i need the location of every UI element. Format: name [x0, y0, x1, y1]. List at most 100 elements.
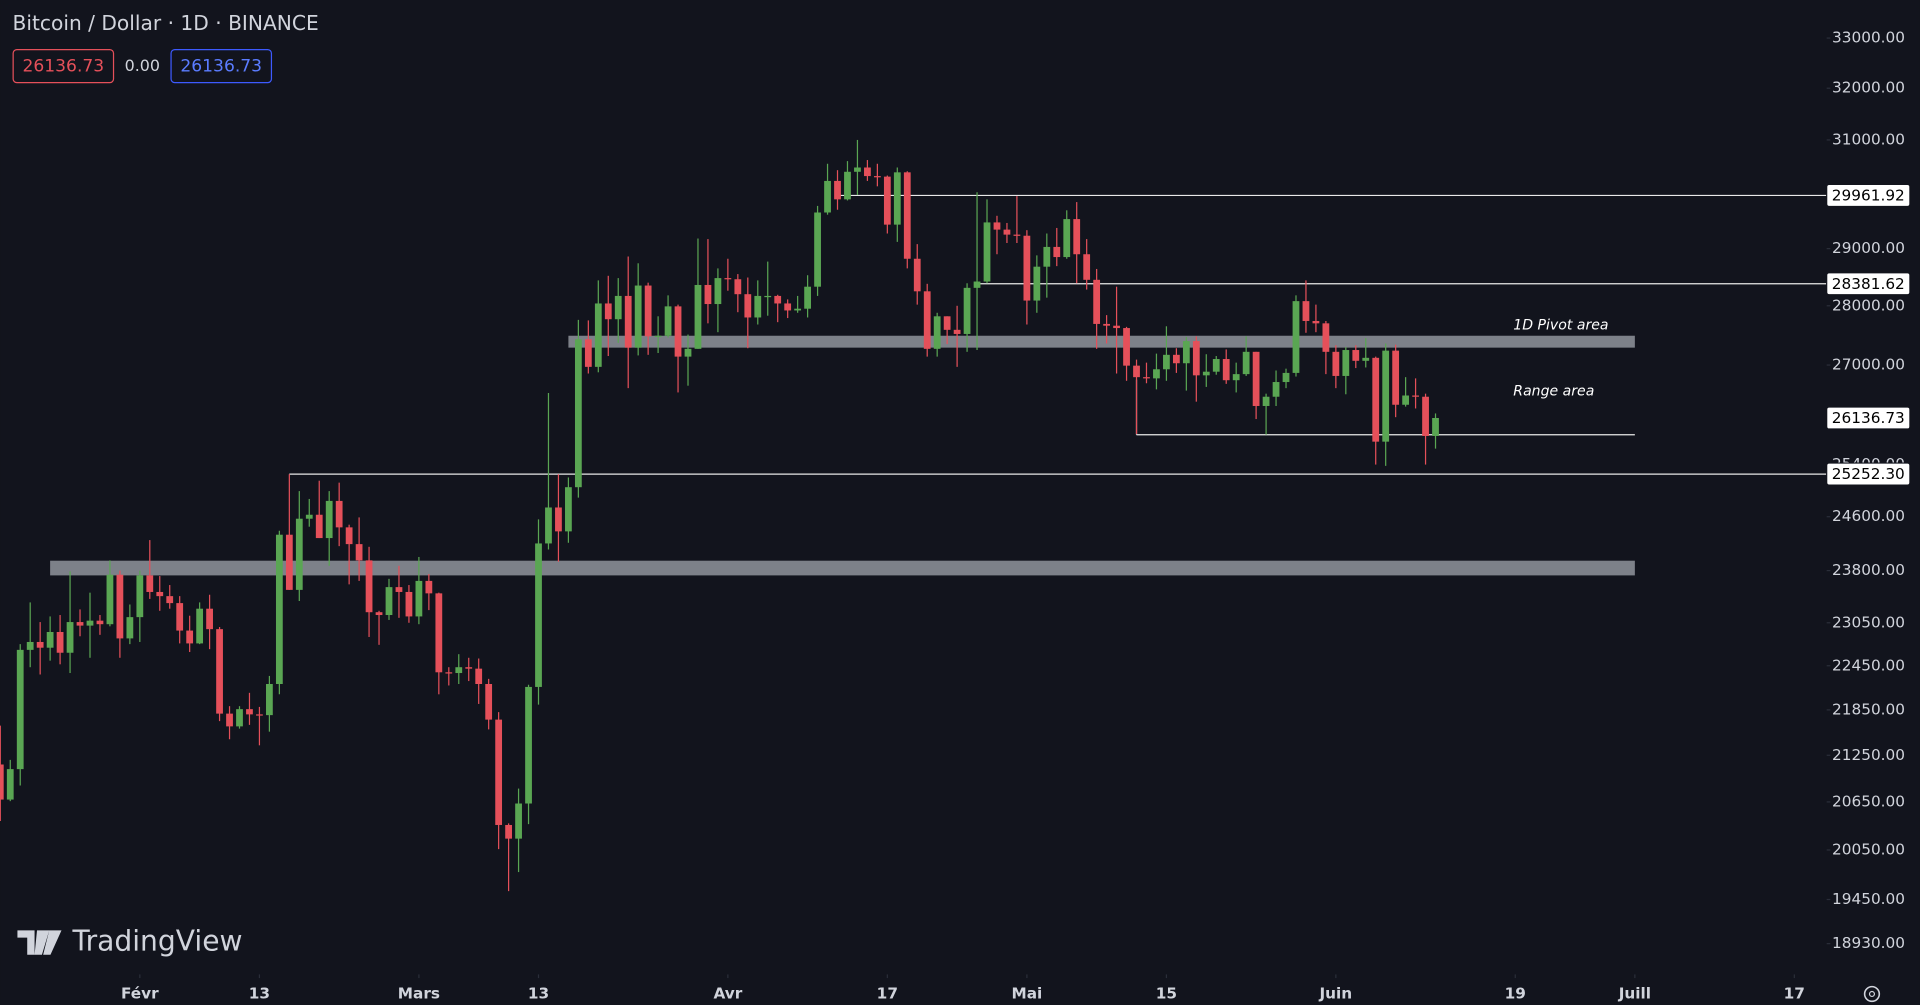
candle-body: [1342, 350, 1350, 376]
spread: 0.00: [125, 56, 160, 75]
candle-body: [854, 167, 861, 172]
candle-body: [1172, 354, 1180, 364]
x-tick-label: Avr: [713, 984, 742, 1002]
price-tag-label: 28381.62: [1832, 275, 1905, 293]
candle-body: [555, 507, 562, 532]
candle-body: [1412, 395, 1419, 397]
buy-price[interactable]: 26136.73: [180, 57, 262, 77]
x-tick-label: 13: [528, 984, 549, 1002]
candle-body: [1242, 351, 1250, 375]
y-tick-label: 28000.00: [1832, 296, 1905, 314]
candle-body: [913, 258, 921, 292]
candle-body: [674, 306, 682, 357]
candle-body: [1053, 246, 1061, 258]
candle-body: [126, 617, 134, 639]
x-tick-label: 17: [1784, 984, 1805, 1002]
candle-body: [6, 769, 14, 800]
plot-layer: 33000.00 32000.00 31000.00 29000.00 28000.00…: [0, 29, 1911, 1002]
gear-center[interactable]: [1868, 990, 1876, 998]
candle-body: [1073, 219, 1081, 255]
x-tick-label: Juin: [1318, 984, 1352, 1002]
candle-body: [684, 348, 692, 357]
candle-body: [455, 667, 463, 674]
candle-body: [834, 180, 841, 200]
candle-body: [873, 176, 881, 178]
candle-body: [56, 631, 64, 653]
candle-body: [1182, 341, 1190, 364]
candle-body: [1362, 357, 1370, 361]
price-tag: [1826, 272, 1911, 296]
y-tick-label: 31000.00: [1832, 130, 1905, 148]
sell-price[interactable]: 26136.73: [22, 57, 104, 77]
candle-body: [734, 279, 742, 295]
candle-body: [525, 686, 532, 804]
candle-body: [694, 284, 702, 349]
candle-body: [804, 286, 811, 309]
candle-body: [1123, 328, 1130, 366]
settings-icon[interactable]: [1863, 985, 1881, 1003]
candle-body: [634, 285, 642, 348]
candle-body: [1252, 351, 1260, 406]
candle-body: [266, 683, 273, 716]
candle-body: [1422, 396, 1429, 436]
candle-body: [96, 620, 104, 625]
candle-body: [136, 575, 144, 618]
candle-body: [335, 500, 343, 528]
sell-box[interactable]: [12, 48, 115, 84]
candle-body: [76, 622, 84, 626]
candle-body: [106, 574, 114, 625]
candle-body: [1232, 374, 1240, 381]
buy-box[interactable]: [170, 48, 273, 84]
candle-body: [764, 295, 772, 298]
candle-body: [365, 560, 373, 613]
gear[interactable]: [1863, 985, 1881, 1003]
candle-body: [983, 222, 991, 282]
candle-body: [465, 667, 473, 669]
watermark-logo: TradingView: [17, 925, 243, 958]
candle-body: [844, 171, 851, 200]
candle-body: [923, 291, 931, 349]
annotation: 1D Pivot area: [1513, 318, 1608, 334]
candle-body: [515, 803, 522, 839]
candle-body: [784, 303, 792, 311]
candle-body: [295, 518, 303, 590]
candle-body: [824, 180, 831, 213]
candle-body: [1063, 219, 1071, 258]
candle-body: [395, 587, 403, 592]
candle-body: [226, 713, 233, 727]
candle-body: [664, 306, 672, 336]
x-tick-label: Mars: [398, 984, 440, 1002]
candle-body: [1202, 371, 1210, 376]
x-tick-label: Mai: [1011, 984, 1042, 1002]
candle-body: [535, 543, 542, 687]
y-tick-label: 18930.00: [1832, 934, 1905, 952]
candle-body: [644, 285, 652, 337]
price-tag: [1826, 183, 1911, 208]
y-tick-label: 21250.00: [1832, 746, 1905, 764]
candle-body: [256, 714, 263, 716]
candle-body: [744, 294, 752, 318]
candle-body: [1023, 235, 1031, 301]
candle-body: [794, 308, 802, 311]
candle-body: [355, 544, 363, 561]
candle-body: [475, 668, 483, 684]
y-tick-label: 27000.00: [1832, 356, 1905, 374]
candle-body: [485, 683, 493, 720]
candle-body: [196, 608, 204, 644]
y-tick-label: 32000.00: [1832, 79, 1905, 97]
candle-body: [1033, 266, 1041, 301]
candle-body: [275, 534, 283, 684]
candle-body: [1163, 354, 1170, 370]
candle-body: [704, 284, 712, 305]
candle-body: [594, 303, 602, 367]
candle-body: [405, 591, 413, 617]
y-tick-label: 20050.00: [1832, 840, 1905, 858]
candle-body: [1192, 341, 1200, 376]
candle-body: [963, 287, 971, 334]
candle-body: [146, 575, 154, 592]
candle-body: [385, 587, 393, 616]
candle-body: [206, 608, 213, 630]
candle-body: [1113, 325, 1120, 329]
